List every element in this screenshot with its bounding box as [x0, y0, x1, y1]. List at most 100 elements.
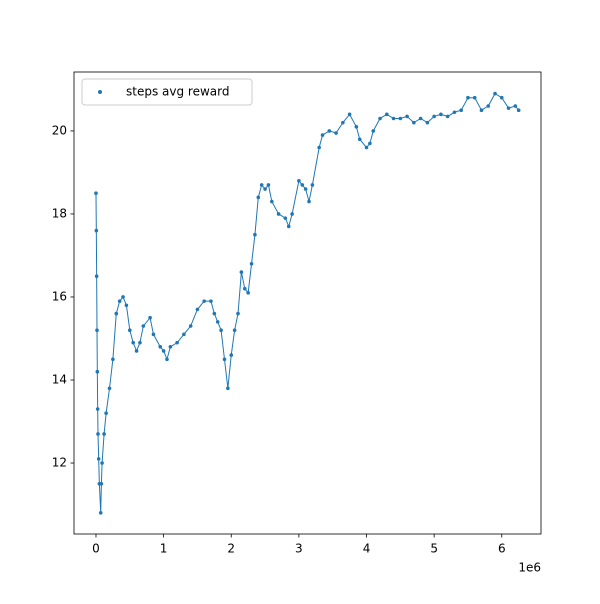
y-tick-label: 20: [52, 123, 67, 137]
point: [341, 120, 345, 125]
point: [94, 274, 99, 279]
point: [300, 183, 305, 187]
point: [391, 116, 396, 121]
y-tick-label: 16: [52, 289, 67, 303]
point: [239, 270, 244, 274]
point: [158, 344, 163, 349]
point: [219, 328, 223, 332]
point: [96, 432, 100, 436]
point: [371, 129, 376, 133]
point: [99, 481, 104, 486]
point: [357, 137, 362, 142]
point: [466, 95, 470, 100]
point: [215, 320, 220, 324]
point: [472, 95, 477, 100]
point: [266, 183, 271, 187]
point: [168, 344, 173, 349]
point: [513, 104, 518, 108]
point: [310, 183, 315, 187]
point: [117, 299, 122, 303]
point: [425, 120, 430, 125]
y-tick-label: 18: [52, 206, 67, 220]
x-tick-label: 0: [92, 542, 100, 556]
x-tick-label: 2: [227, 542, 235, 556]
point: [418, 116, 423, 121]
point: [405, 114, 409, 119]
legend-marker: [98, 90, 102, 94]
legend-label: steps avg reward: [126, 85, 229, 99]
x-tick-label: 1: [160, 542, 168, 556]
point: [283, 216, 288, 220]
point: [95, 369, 100, 374]
point: [317, 145, 321, 150]
point: [134, 349, 139, 353]
point: [121, 295, 125, 299]
point: [94, 228, 99, 233]
legend-box: [81, 78, 253, 106]
point: [107, 386, 112, 391]
point: [209, 299, 213, 303]
x-tick-label: 3: [295, 542, 303, 556]
plot-frame: [73, 71, 542, 535]
point: [188, 324, 193, 328]
point: [256, 195, 261, 200]
point: [182, 332, 186, 337]
x-tick-label: 6: [498, 542, 506, 556]
point: [100, 461, 104, 465]
y-tick-label: 12: [52, 456, 67, 470]
point: [114, 311, 119, 316]
point: [232, 328, 237, 332]
point: [506, 106, 511, 110]
point: [259, 183, 264, 187]
point: [297, 178, 301, 183]
point: [439, 112, 443, 117]
point: [493, 91, 497, 96]
y-tick-label: 14: [52, 373, 67, 387]
point: [141, 324, 146, 328]
x-tick-label: 5: [430, 542, 438, 556]
point: [98, 511, 103, 515]
point: [486, 104, 491, 108]
point: [148, 315, 152, 320]
point: [151, 332, 156, 337]
x-offset-label: 1e6: [518, 561, 541, 575]
point: [378, 116, 382, 121]
point: [236, 311, 240, 316]
point: [412, 120, 416, 125]
point: [452, 110, 457, 115]
point: [276, 212, 281, 216]
point: [131, 340, 135, 345]
point: [347, 112, 352, 117]
point: [327, 129, 332, 133]
point: [270, 199, 274, 204]
point: [102, 432, 106, 436]
point: [459, 108, 463, 112]
point: [516, 108, 521, 112]
point: [384, 112, 389, 117]
point: [222, 357, 227, 362]
point: [229, 353, 234, 357]
x-tick-label: 4: [363, 542, 371, 556]
point: [95, 407, 100, 411]
point: [499, 95, 504, 100]
point: [95, 328, 99, 332]
point: [104, 411, 108, 416]
point: [286, 224, 291, 229]
point: [479, 108, 484, 112]
point: [368, 141, 372, 146]
point: [307, 199, 311, 204]
point: [212, 311, 217, 316]
point: [94, 191, 98, 196]
point: [111, 357, 115, 362]
point: [445, 114, 450, 119]
point: [249, 261, 254, 266]
point: [175, 340, 179, 345]
point: [263, 187, 267, 191]
point: [364, 145, 369, 150]
point: [290, 212, 294, 216]
point: [96, 457, 101, 461]
point: [432, 114, 436, 119]
point: [161, 349, 166, 353]
point: [242, 286, 247, 291]
point: [253, 232, 257, 237]
